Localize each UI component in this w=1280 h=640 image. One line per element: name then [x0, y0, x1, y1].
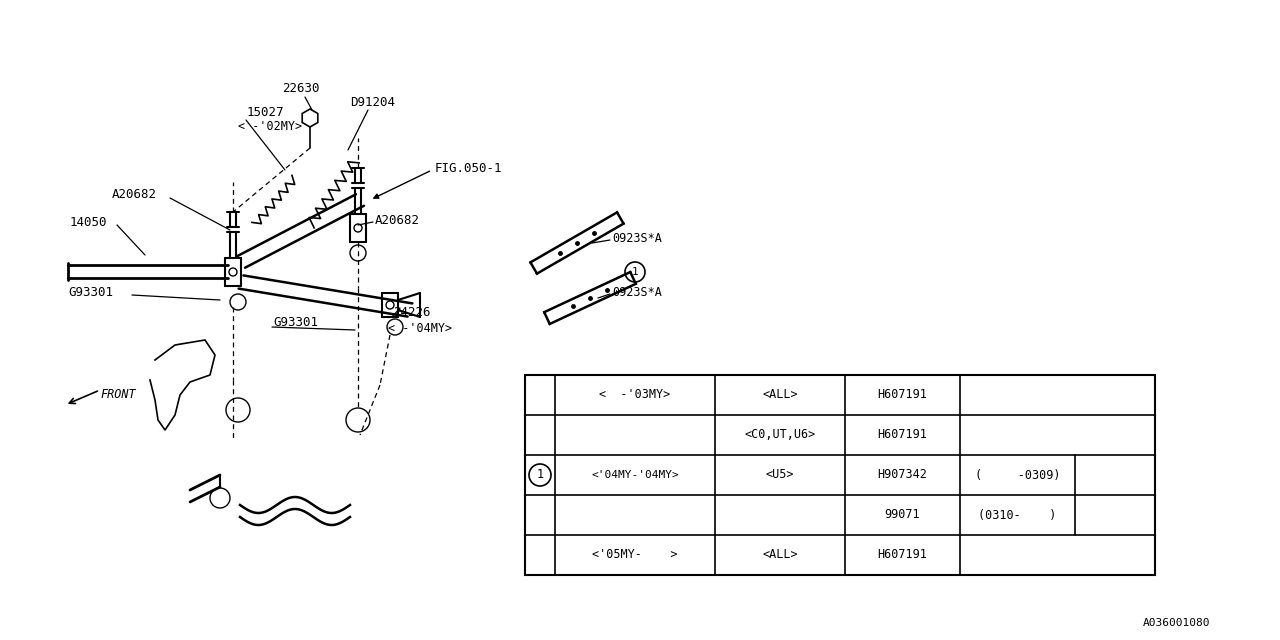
Text: <ALL>: <ALL>	[762, 548, 797, 561]
Text: FRONT: FRONT	[100, 388, 136, 401]
Text: FIG.050-1: FIG.050-1	[435, 161, 503, 175]
Text: A20682: A20682	[113, 189, 157, 202]
Text: < -'04MY>: < -'04MY>	[388, 321, 452, 335]
Text: 0923S*A: 0923S*A	[612, 285, 662, 298]
Text: <U5>: <U5>	[765, 468, 795, 481]
Text: 0923S*A: 0923S*A	[612, 232, 662, 244]
Text: G93301: G93301	[273, 317, 317, 330]
Text: <ALL>: <ALL>	[762, 388, 797, 401]
Text: <C0,UT,U6>: <C0,UT,U6>	[745, 429, 815, 442]
Bar	[525, 375, 1155, 575]
Text: <'05MY-    >: <'05MY- >	[593, 548, 677, 561]
Text: G93301: G93301	[68, 287, 113, 300]
Text: <'04MY-'04MY>: <'04MY-'04MY>	[591, 470, 678, 480]
Text: 15027: 15027	[247, 106, 284, 118]
Text: H607191: H607191	[878, 548, 928, 561]
Text: H907342: H907342	[878, 468, 928, 481]
Text: <  -'03MY>: < -'03MY>	[599, 388, 671, 401]
Text: (0310-    ): (0310- )	[978, 509, 1057, 522]
Text: D91204: D91204	[349, 95, 396, 109]
Text: H607191: H607191	[878, 388, 928, 401]
Text: H607191: H607191	[878, 429, 928, 442]
Text: A036001080: A036001080	[1143, 618, 1210, 628]
Text: A20682: A20682	[375, 214, 420, 227]
Text: 24226: 24226	[393, 307, 430, 319]
Text: (     -0309): ( -0309)	[975, 468, 1060, 481]
Text: 99071: 99071	[884, 509, 920, 522]
Text: 1: 1	[631, 267, 639, 277]
Text: < -'02MY>: < -'02MY>	[238, 120, 302, 134]
Text: 1: 1	[536, 468, 544, 481]
Text: 14050: 14050	[70, 216, 108, 228]
Text: 22630: 22630	[282, 81, 320, 95]
